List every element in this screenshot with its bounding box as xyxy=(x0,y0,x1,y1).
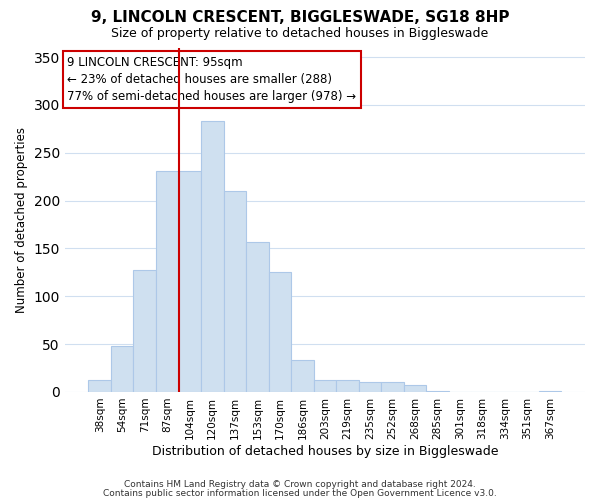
Bar xyxy=(246,242,269,392)
Bar xyxy=(539,391,562,392)
Bar xyxy=(426,391,449,392)
Text: 9, LINCOLN CRESCENT, BIGGLESWADE, SG18 8HP: 9, LINCOLN CRESCENT, BIGGLESWADE, SG18 8… xyxy=(91,10,509,25)
Bar xyxy=(179,171,201,392)
Text: Contains HM Land Registry data © Crown copyright and database right 2024.: Contains HM Land Registry data © Crown c… xyxy=(124,480,476,489)
Bar xyxy=(111,346,133,392)
Text: Size of property relative to detached houses in Biggleswade: Size of property relative to detached ho… xyxy=(112,28,488,40)
Bar xyxy=(336,380,359,392)
Text: Contains public sector information licensed under the Open Government Licence v3: Contains public sector information licen… xyxy=(103,489,497,498)
Text: 9 LINCOLN CRESCENT: 95sqm
← 23% of detached houses are smaller (288)
77% of semi: 9 LINCOLN CRESCENT: 95sqm ← 23% of detac… xyxy=(67,56,356,103)
Bar xyxy=(269,272,291,392)
Bar xyxy=(224,191,246,392)
Bar xyxy=(404,386,426,392)
Bar xyxy=(314,380,336,392)
Bar xyxy=(88,380,111,392)
Bar xyxy=(359,382,381,392)
Bar xyxy=(201,121,224,392)
Bar xyxy=(133,270,156,392)
X-axis label: Distribution of detached houses by size in Biggleswade: Distribution of detached houses by size … xyxy=(152,444,498,458)
Bar xyxy=(381,382,404,392)
Y-axis label: Number of detached properties: Number of detached properties xyxy=(15,126,28,312)
Bar xyxy=(156,171,179,392)
Bar xyxy=(291,360,314,392)
